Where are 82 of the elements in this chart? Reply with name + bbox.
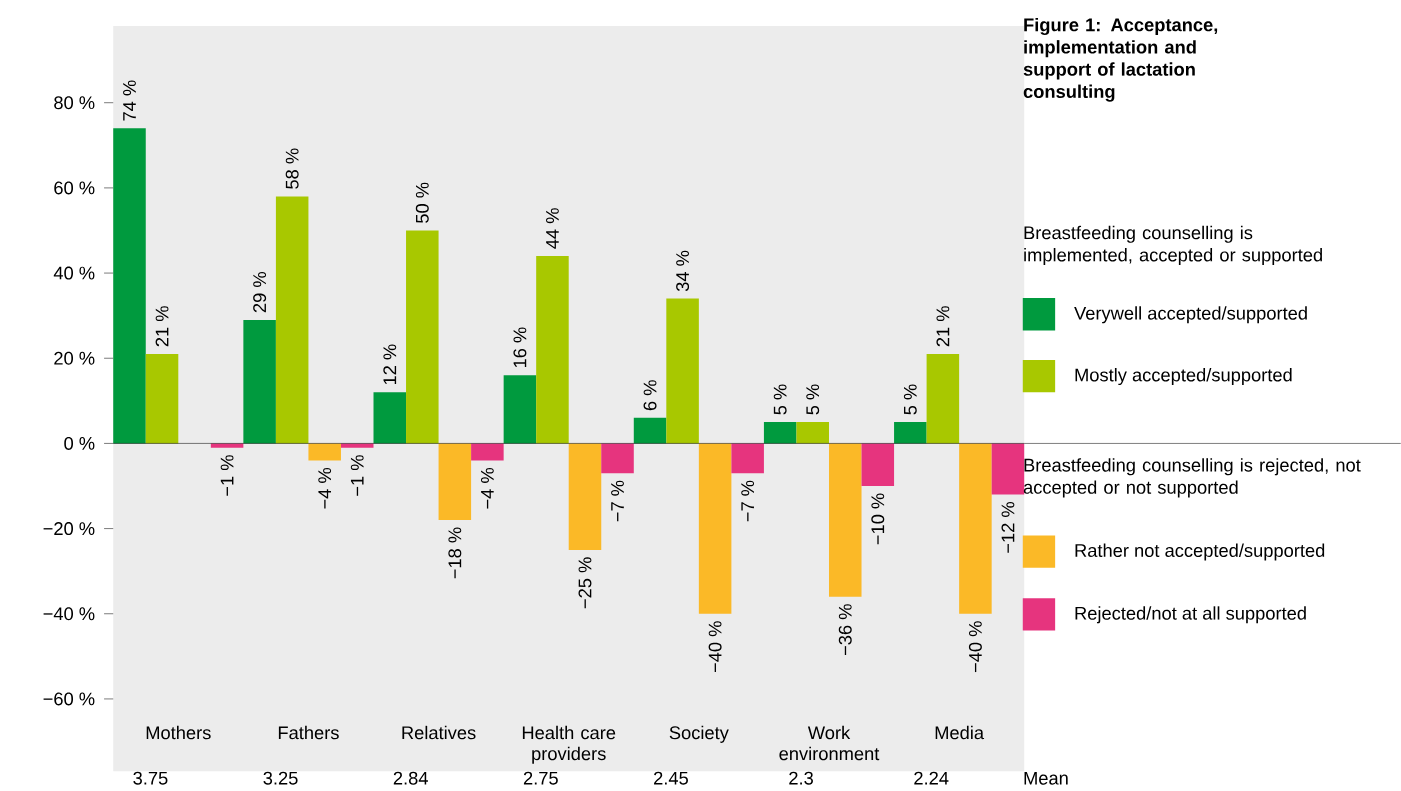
bar bbox=[471, 443, 504, 461]
text: Mean bbox=[1024, 771, 1068, 785]
data-label: −1 % bbox=[350, 454, 364, 496]
y-tick-label: 0 % bbox=[64, 436, 95, 450]
bar bbox=[113, 128, 146, 444]
bar bbox=[828, 443, 862, 597]
data-label: 6 % bbox=[643, 380, 657, 410]
data-label: 58 % bbox=[285, 148, 299, 189]
y-tick-label: −40 % bbox=[43, 607, 95, 621]
data-label: −4 % bbox=[480, 467, 494, 509]
x-tick-label: Work environment bbox=[779, 725, 880, 761]
data-label: −25 % bbox=[578, 557, 592, 609]
text: 2.45 bbox=[654, 771, 688, 785]
data-label: −7 % bbox=[611, 480, 624, 522]
data-label: −18 % bbox=[448, 527, 462, 579]
x-tick-label: Relatives bbox=[402, 725, 476, 740]
data-label: −40 % bbox=[968, 621, 982, 672]
bar bbox=[503, 375, 537, 444]
data-label: 5 % bbox=[903, 384, 917, 415]
bar bbox=[601, 443, 634, 474]
y-tick-label: 40 % bbox=[53, 266, 95, 280]
data-label: −12 % bbox=[1001, 501, 1015, 553]
data-label: −4 % bbox=[318, 467, 332, 509]
legend-label: Rejected/not at all supported bbox=[1075, 606, 1306, 624]
text: 2.84 bbox=[393, 771, 428, 785]
text: 2.75 bbox=[523, 771, 558, 785]
bar bbox=[633, 417, 667, 444]
data-label: 50 % bbox=[415, 182, 429, 223]
bar bbox=[959, 443, 992, 614]
y-tick-label: 80 % bbox=[54, 96, 95, 110]
data-label: −40 % bbox=[708, 621, 722, 672]
data-label: 21 % bbox=[155, 305, 169, 347]
bar bbox=[666, 298, 699, 444]
bar bbox=[373, 392, 407, 444]
x-tick-label: Health care providers bbox=[522, 725, 616, 764]
text: Figure 1: Acceptance, implementation and support of lactation consulting bbox=[1023, 17, 1218, 102]
bar bbox=[991, 443, 1025, 495]
bar bbox=[438, 443, 472, 520]
y-tick-label: −60 % bbox=[43, 692, 95, 706]
data-label: 34 % bbox=[676, 250, 690, 291]
data-label: 21 % bbox=[936, 305, 950, 347]
bar bbox=[698, 443, 732, 614]
data-label: −1 % bbox=[220, 454, 234, 496]
data-label: 12 % bbox=[383, 344, 397, 384]
bar bbox=[308, 443, 341, 461]
text: 2.24 bbox=[914, 771, 949, 785]
x-tick-label: Fathers bbox=[278, 725, 339, 740]
data-label: 29 % bbox=[253, 271, 267, 313]
data-label: 44 % bbox=[546, 208, 559, 249]
data-label: 74 % bbox=[123, 80, 136, 121]
x-tick-label: Mothers bbox=[146, 725, 211, 740]
data-label: −36 % bbox=[838, 604, 852, 655]
bar bbox=[796, 421, 829, 444]
text: 3.25 bbox=[263, 771, 298, 785]
y-tick-label: −20 % bbox=[43, 521, 95, 535]
bar bbox=[731, 443, 764, 474]
text: 2.3 bbox=[789, 771, 813, 785]
legend-label: Rather not accepted/supported bbox=[1075, 543, 1325, 561]
bar bbox=[763, 421, 797, 444]
y-tick-label: 20 % bbox=[54, 351, 95, 365]
bar bbox=[275, 196, 309, 444]
data-label: 16 % bbox=[513, 327, 527, 367]
annotation: Breastfeeding counselling is rejected, not accepted or not supported bbox=[1023, 458, 1361, 498]
bar bbox=[243, 319, 276, 444]
bar bbox=[926, 353, 960, 444]
legend-label: Mostly accepted/supported bbox=[1075, 367, 1292, 385]
bar bbox=[406, 230, 439, 444]
text: Breastfeeding counselling is implemented, accepted or supported bbox=[1024, 225, 1322, 265]
data-label: 5 % bbox=[773, 384, 787, 415]
text: 3.75 bbox=[133, 771, 168, 785]
x-tick-label: Society bbox=[669, 725, 729, 743]
legend-label: Verywell accepted/supported bbox=[1074, 306, 1307, 324]
bar bbox=[145, 353, 179, 444]
data-label: −10 % bbox=[871, 493, 885, 545]
data-label: −7 % bbox=[741, 480, 755, 522]
bar bbox=[536, 255, 569, 444]
bar bbox=[861, 443, 895, 486]
bar bbox=[568, 443, 602, 550]
x-tick-label: Media bbox=[935, 725, 985, 740]
y-tick-label: 60 % bbox=[54, 181, 95, 195]
data-label: 5 % bbox=[806, 384, 820, 415]
bar bbox=[894, 421, 927, 444]
